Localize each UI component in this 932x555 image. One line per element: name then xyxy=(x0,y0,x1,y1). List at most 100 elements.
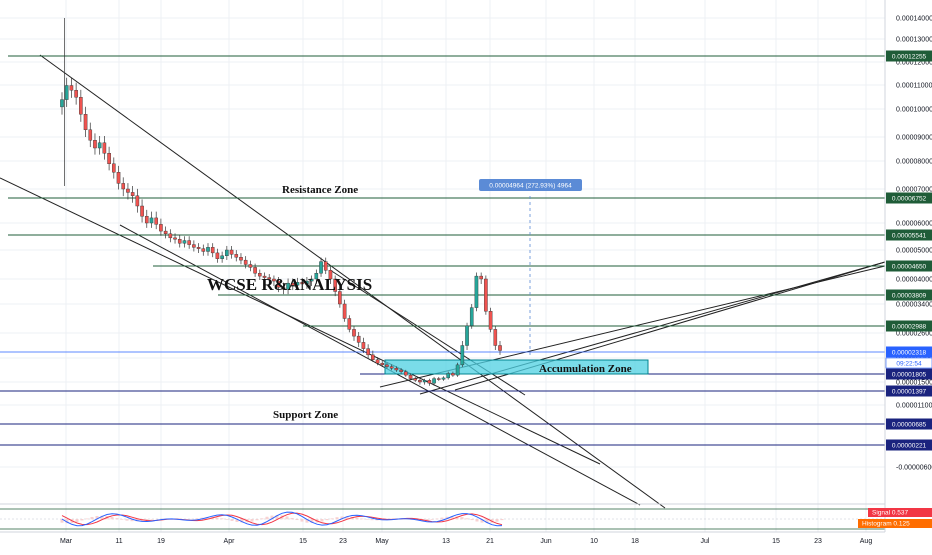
histogram-bar xyxy=(261,518,264,519)
histogram-bar xyxy=(76,519,79,522)
accumulation-zone-label: Accumulation Zone xyxy=(539,363,632,375)
histogram-bar xyxy=(286,516,289,519)
y-tick-label: 0.00008000 xyxy=(896,159,932,166)
svg-text:0.00001805: 0.00001805 xyxy=(892,372,927,379)
histogram-bar xyxy=(371,519,374,520)
svg-text:0.00001397: 0.00001397 xyxy=(892,389,927,396)
y-tick-label: 0.00007000 xyxy=(896,187,932,194)
countdown-tag: 09:22:54 xyxy=(886,358,932,368)
y-tick-label: 0.00011000 xyxy=(896,83,932,90)
histogram-bar xyxy=(326,519,329,520)
histogram-bar xyxy=(436,519,439,520)
candle xyxy=(489,308,492,333)
resistance-zone-label: Resistance Zone xyxy=(282,184,358,196)
histogram-bar xyxy=(296,519,299,520)
x-tick-label: Jul xyxy=(701,538,710,545)
y-tick-label: -0.00000600 xyxy=(896,465,932,472)
candle xyxy=(456,363,459,377)
histogram-bar xyxy=(221,518,224,519)
histogram-bar xyxy=(361,519,364,520)
x-tick-label: Jun xyxy=(540,538,551,545)
x-tick-label: 10 xyxy=(590,538,598,545)
candle xyxy=(475,273,478,312)
svg-text:0.00002318: 0.00002318 xyxy=(892,350,927,357)
histogram-bar xyxy=(301,519,304,522)
histogram-bar xyxy=(336,517,339,519)
price-level-tag: 0.00003809 xyxy=(886,290,932,301)
price-level-tag: 0.00004650 xyxy=(886,261,932,272)
histogram-bar xyxy=(116,518,119,519)
svg-text:0.00012255: 0.00012255 xyxy=(892,54,927,61)
svg-text:0.00003809: 0.00003809 xyxy=(892,293,927,300)
svg-text:Signal 0.537: Signal 0.537 xyxy=(872,510,909,517)
price-level-tag: 0.00002318 xyxy=(886,347,932,358)
histogram-bar xyxy=(356,518,359,520)
svg-text:0.00000221: 0.00000221 xyxy=(892,443,927,450)
svg-text:0.00004650: 0.00004650 xyxy=(892,264,927,271)
watermark: WCSE R&ANALYSIS xyxy=(207,275,372,294)
histogram-bar xyxy=(466,518,469,519)
x-tick-label: May xyxy=(375,538,389,545)
histogram-bar xyxy=(366,519,369,520)
signal-tag: Signal 0.537 xyxy=(868,508,932,517)
y-tick-label: 0.00009000 xyxy=(896,135,932,142)
price-level-tag: 0.00002988 xyxy=(886,321,932,332)
histogram-bar xyxy=(266,517,269,520)
histogram-bar xyxy=(86,518,89,519)
y-tick-label: 0.00001500 xyxy=(896,380,932,387)
histogram-tag: Histogram 0.125 xyxy=(858,519,932,528)
histogram-bar xyxy=(226,519,229,520)
svg-text:0.00006752: 0.00006752 xyxy=(892,196,927,203)
histogram-bar xyxy=(126,519,129,521)
y-tick-label: 0.00003400 xyxy=(896,302,932,309)
histogram-bar xyxy=(501,519,504,520)
svg-text:0.00000685: 0.00000685 xyxy=(892,422,927,429)
candle xyxy=(470,304,473,329)
x-tick-label: Apr xyxy=(224,538,236,545)
histogram-bar xyxy=(81,519,84,520)
histogram-bar xyxy=(441,518,444,520)
y-tick-label: 0.00010000 xyxy=(896,107,932,114)
candle xyxy=(484,276,487,315)
histogram-bar xyxy=(291,518,294,519)
price-level-tag: 0.00001805 xyxy=(886,369,932,380)
y-tick-label: 0.00004000 xyxy=(896,277,932,284)
y-tick-label: 0.00001100 xyxy=(896,403,932,410)
price-level-tag: 0.00012255 xyxy=(886,51,932,62)
x-tick-label: 15 xyxy=(299,538,307,545)
price-level-tag: 0.00000221 xyxy=(886,440,932,451)
support-zone-label: Support Zone xyxy=(273,409,338,421)
histogram-bar xyxy=(496,519,499,522)
price-level-tag: 0.00005541 xyxy=(886,230,932,241)
x-tick-label: 23 xyxy=(814,538,822,545)
histogram-bar xyxy=(216,518,219,520)
x-tick-label: Mar xyxy=(60,538,73,545)
histogram-bar xyxy=(471,519,474,520)
histogram-bar xyxy=(91,517,94,519)
x-tick-label: 13 xyxy=(442,538,450,545)
x-tick-label: 18 xyxy=(631,538,639,545)
x-tick-label: 23 xyxy=(339,538,347,545)
x-tick-label: 11 xyxy=(115,538,122,545)
histogram-bar xyxy=(111,517,114,519)
svg-text:0.00002988: 0.00002988 xyxy=(892,324,927,331)
histogram-bar xyxy=(251,519,254,522)
price-level-tag: 0.00000685 xyxy=(886,419,932,430)
histogram-bar xyxy=(476,519,479,522)
svg-text:Histogram 0.125: Histogram 0.125 xyxy=(862,521,910,528)
x-tick-label: Aug xyxy=(860,538,873,545)
x-tick-label: 21 xyxy=(486,538,494,545)
histogram-bar xyxy=(331,518,334,519)
histogram-bar xyxy=(196,518,199,519)
y-tick-label: 0.00006000 xyxy=(896,221,932,228)
histogram-bar xyxy=(256,519,259,520)
measure-label: 0.00004964 (272.93%) 4964 xyxy=(479,179,582,191)
price-level-tag: 0.00001397 xyxy=(886,386,932,397)
price-level-tag: 0.00006752 xyxy=(886,193,932,204)
histogram-bar xyxy=(151,519,154,520)
x-tick-label: 19 xyxy=(157,538,165,545)
y-tick-label: 0.00014000 xyxy=(896,16,932,23)
